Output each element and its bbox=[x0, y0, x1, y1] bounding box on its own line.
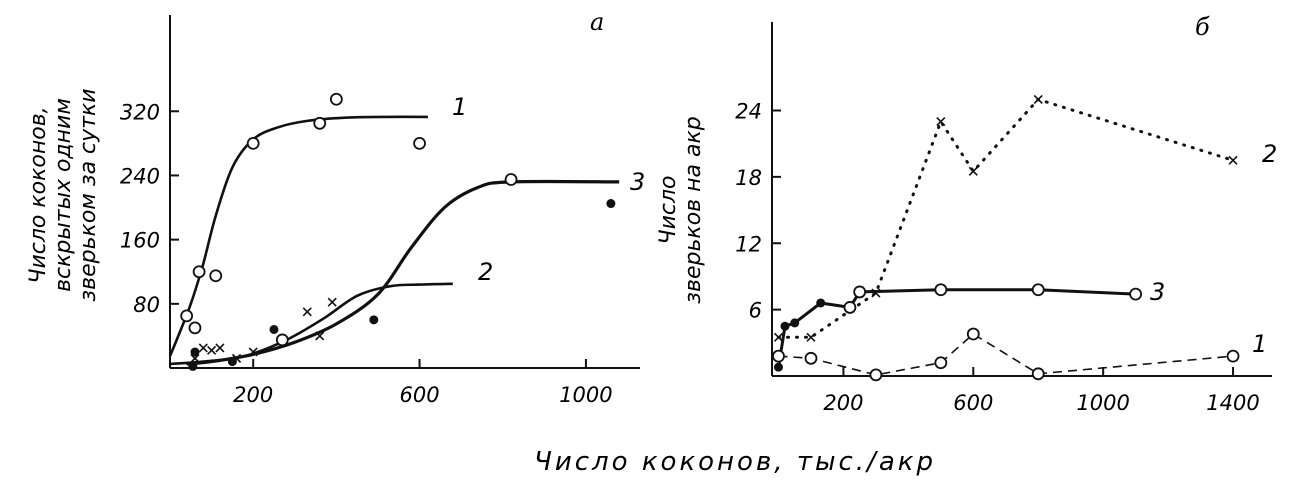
series-1-line bbox=[168, 115, 428, 357]
series-2-point bbox=[315, 331, 325, 341]
panel-b-ticks: 6 12 18 24 200 600 1000 1400 bbox=[735, 100, 1259, 416]
y-tick-label: 160 bbox=[120, 229, 160, 253]
series-1-point bbox=[804, 351, 818, 365]
series-1-point bbox=[188, 321, 202, 335]
panel-a: a Число коконов, вскрытых одним зверьком з… bbox=[26, 8, 645, 407]
x-tick-label: 1000 bbox=[559, 383, 612, 407]
panel-a-points bbox=[180, 92, 616, 371]
x-tick-label: 1400 bbox=[1206, 391, 1259, 415]
panel-b-ylabel: Число зверьков на акр bbox=[656, 116, 706, 303]
x-tick-label: 200 bbox=[233, 383, 273, 407]
panel-a-letter: a bbox=[590, 8, 604, 36]
series-2-point bbox=[215, 343, 225, 353]
series-1-point bbox=[180, 309, 194, 323]
series-1-point bbox=[413, 136, 426, 150]
series-3-point bbox=[780, 321, 790, 331]
series-3-line bbox=[777, 288, 1136, 368]
series-3-point bbox=[773, 362, 783, 372]
y-axis-title-line: вскрытых одним bbox=[51, 98, 76, 292]
series-2-label: 2 bbox=[1262, 140, 1277, 168]
panel-a-series-labels: 1 2 3 bbox=[452, 93, 645, 286]
series-3-point bbox=[843, 301, 857, 314]
panel-b-points bbox=[772, 94, 1240, 382]
y-tick-label: 320 bbox=[120, 100, 160, 124]
y-tick-label: 6 bbox=[749, 299, 762, 323]
series-3-point bbox=[1031, 283, 1045, 297]
panel-a-curves bbox=[168, 115, 620, 366]
panel-b-letter: б bbox=[1195, 13, 1210, 41]
x-tick-label: 600 bbox=[953, 391, 993, 415]
series-1-label: 1 bbox=[1252, 330, 1267, 358]
x-tick-label: 1000 bbox=[1076, 391, 1129, 415]
y-axis-title-line: Число bbox=[656, 176, 681, 245]
y-tick-label: 80 bbox=[133, 293, 160, 317]
series-2-point bbox=[1033, 94, 1043, 105]
series-1-point bbox=[246, 136, 260, 150]
series-2-label: 2 bbox=[478, 258, 493, 286]
y-tick-label: 24 bbox=[735, 100, 762, 124]
series-2-point bbox=[275, 333, 289, 347]
series-2-point bbox=[936, 116, 946, 127]
series-2-point bbox=[207, 345, 217, 355]
series-2-point bbox=[1228, 155, 1238, 165]
series-3-point bbox=[504, 173, 518, 186]
series-1-point bbox=[934, 356, 948, 370]
series-3-point bbox=[227, 357, 237, 367]
series-2-point bbox=[190, 353, 200, 363]
series-2-point bbox=[327, 297, 337, 307]
series-3-point bbox=[790, 318, 800, 328]
series-1-point bbox=[1031, 367, 1045, 381]
y-tick-label: 18 bbox=[735, 166, 762, 190]
series-3-point bbox=[853, 285, 867, 299]
series-3-point bbox=[188, 361, 198, 371]
series-3-label: 3 bbox=[1150, 278, 1165, 306]
series-2-point bbox=[806, 332, 816, 342]
y-axis-title-line: зверьков на акр bbox=[681, 116, 706, 303]
series-3-point bbox=[269, 324, 279, 334]
series-1-line bbox=[778, 333, 1234, 376]
y-axis-title-line: Число коконов, bbox=[26, 106, 51, 283]
series-1-point bbox=[209, 269, 223, 283]
series-1-point bbox=[869, 368, 883, 382]
series-3-point bbox=[606, 199, 616, 209]
series-1-point bbox=[772, 349, 785, 363]
series-1-point bbox=[192, 265, 206, 279]
y-axis-title-line: зверьком за сутки bbox=[76, 88, 101, 301]
series-1-label: 1 bbox=[452, 93, 467, 121]
shared-x-axis-label: Число коконов, тыс./акр bbox=[534, 447, 936, 477]
y-tick-label: 240 bbox=[120, 164, 160, 188]
panel-b-curves bbox=[777, 97, 1235, 376]
series-3-point bbox=[369, 315, 379, 325]
x-tick-label: 200 bbox=[823, 391, 863, 415]
series-3-line bbox=[186, 179, 620, 366]
series-2-point bbox=[248, 347, 258, 357]
y-tick-label: 12 bbox=[735, 232, 762, 256]
series-2-point bbox=[773, 332, 784, 342]
x-tick-label: 600 bbox=[400, 383, 440, 407]
series-1-point bbox=[313, 116, 327, 130]
series-3-point bbox=[190, 347, 200, 357]
series-2-point bbox=[302, 307, 312, 317]
series-3-point bbox=[1129, 287, 1143, 301]
series-2-point bbox=[968, 166, 978, 176]
panel-a-ticks: 80 160 240 320 200 600 1000 bbox=[120, 100, 613, 407]
series-3-label: 3 bbox=[630, 168, 645, 196]
series-3-point bbox=[934, 283, 948, 297]
series-1-point bbox=[329, 92, 343, 106]
panel-b-series-labels: 1 2 3 bbox=[1150, 140, 1277, 358]
panel-a-ylabel: Число коконов, вскрытых одним зверьком за … bbox=[26, 88, 101, 301]
series-2-point bbox=[871, 288, 881, 298]
series-1-point bbox=[1226, 349, 1240, 363]
series-2-point bbox=[198, 343, 208, 353]
series-1-point bbox=[966, 327, 980, 341]
series-3-point bbox=[816, 298, 826, 308]
